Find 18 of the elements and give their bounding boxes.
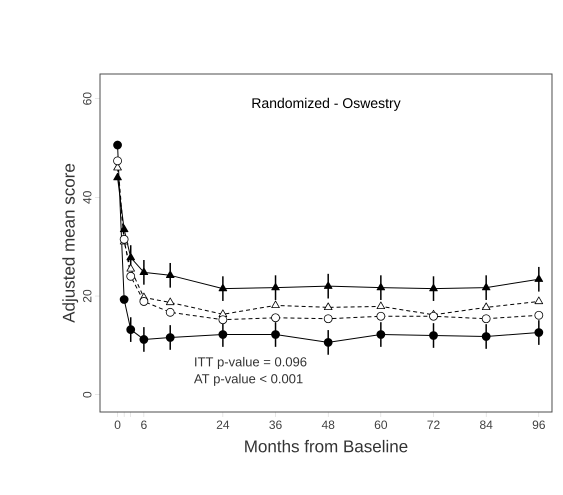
text: Randomized - Oswestry: [252, 98, 401, 111]
x-tick-label: 48: [322, 420, 334, 430]
x-axis-title: Months from Baseline: [245, 440, 408, 452]
x-tick-label: 96: [532, 420, 545, 430]
annotation: AT p-value < 0.001: [194, 374, 303, 386]
y-tick-label: 0: [82, 392, 92, 398]
x-tick-label: 24: [216, 420, 230, 429]
x-tick-label: 60: [374, 420, 388, 430]
x-tick-label: 0: [114, 420, 120, 430]
y-tick-label: 20: [82, 290, 92, 302]
x-tick-label: 6: [141, 420, 147, 430]
y-tick-label: 40: [82, 191, 92, 204]
x-tick-label: 84: [480, 420, 492, 430]
y-tick-label: 60: [82, 92, 92, 105]
x-tick-label: 36: [269, 420, 282, 430]
x-tick-label: 72: [427, 420, 440, 429]
annotation: ITT p-value = 0.096: [195, 356, 306, 370]
y-axis-title: Adjusted mean score: [62, 164, 78, 323]
